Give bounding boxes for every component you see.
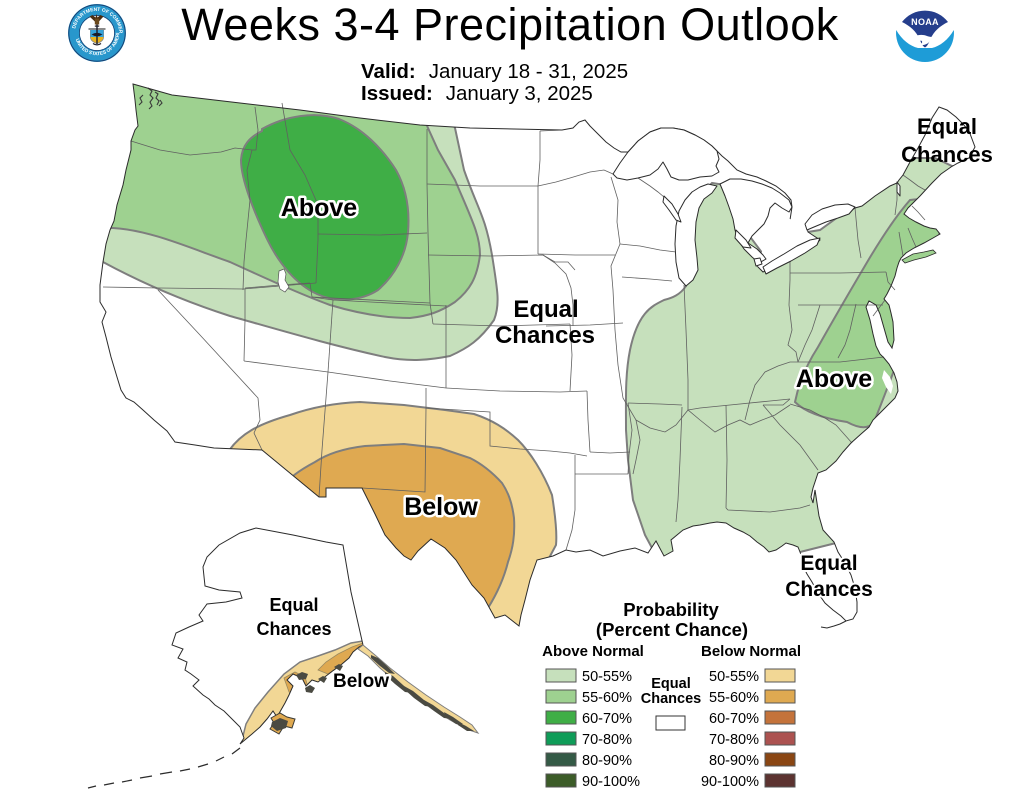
svg-text:Chances: Chances <box>256 619 331 639</box>
svg-text:Probability: Probability <box>623 599 719 620</box>
svg-text:70-80%: 70-80% <box>709 732 759 748</box>
svg-text:60-70%: 60-70% <box>709 711 759 727</box>
svg-text:70-80%: 70-80% <box>582 732 632 748</box>
svg-text:50-55%: 50-55% <box>709 669 759 685</box>
svg-text:Equal: Equal <box>917 114 977 139</box>
svg-text:Equal: Equal <box>269 595 318 615</box>
svg-text:80-90%: 80-90% <box>582 753 632 769</box>
svg-text:Chances: Chances <box>641 691 701 707</box>
svg-text:Equal: Equal <box>800 552 857 575</box>
svg-text:Above: Above <box>281 194 358 222</box>
svg-text:Below: Below <box>404 493 478 521</box>
svg-text:Chances: Chances <box>495 322 595 349</box>
svg-text:Above Normal: Above Normal <box>542 643 644 660</box>
svg-text:80-90%: 80-90% <box>709 753 759 769</box>
svg-text:Chances: Chances <box>785 578 873 601</box>
svg-text:50-55%: 50-55% <box>582 669 632 685</box>
svg-text:Equal: Equal <box>651 676 690 692</box>
svg-text:Equal: Equal <box>513 296 578 323</box>
svg-text:Chances: Chances <box>901 142 993 167</box>
svg-text:Below Normal: Below Normal <box>701 643 801 660</box>
svg-text:Below: Below <box>333 671 389 692</box>
svg-text:(Percent Chance): (Percent Chance) <box>596 619 748 640</box>
svg-text:90-100%: 90-100% <box>701 774 759 790</box>
svg-text:90-100%: 90-100% <box>582 774 640 790</box>
svg-text:NOAA: NOAA <box>911 17 939 27</box>
svg-text:55-60%: 55-60% <box>709 690 759 706</box>
svg-text:55-60%: 55-60% <box>582 690 632 706</box>
svg-text:60-70%: 60-70% <box>582 711 632 727</box>
svg-text:Above: Above <box>796 365 873 393</box>
